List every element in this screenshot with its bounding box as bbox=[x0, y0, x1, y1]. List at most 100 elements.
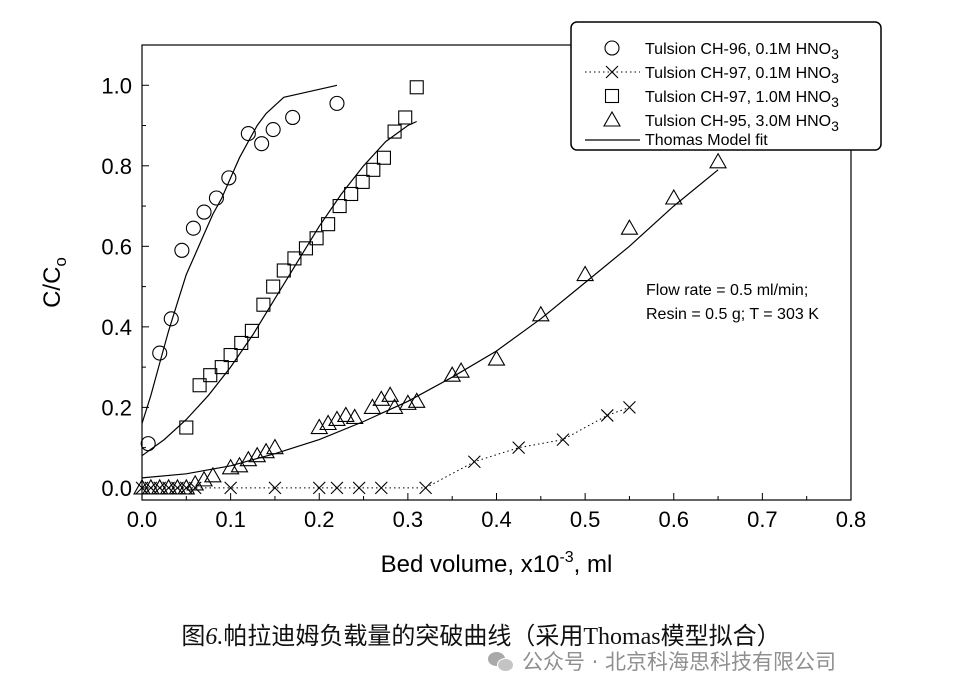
wechat-icon bbox=[488, 650, 514, 672]
data-point-square bbox=[409, 80, 424, 95]
legend-box bbox=[570, 21, 882, 151]
caption-number: 6. bbox=[205, 624, 224, 650]
data-point-triangle bbox=[487, 349, 506, 366]
data-point-triangle bbox=[620, 219, 639, 235]
y-tick-label: 0.6 bbox=[101, 234, 132, 259]
data-point-triangle bbox=[336, 406, 355, 422]
data-point-triangle bbox=[159, 478, 178, 495]
data-point-triangle bbox=[168, 478, 187, 495]
data-point-triangle bbox=[133, 478, 151, 495]
x-tick-label: 0.8 bbox=[836, 507, 867, 532]
data-point-square bbox=[266, 279, 281, 294]
data-point-circle bbox=[185, 220, 201, 236]
data-point-circle bbox=[254, 136, 270, 152]
data-point-square bbox=[366, 162, 381, 177]
data-point-triangle bbox=[239, 450, 258, 467]
y-axis-title: C/Co bbox=[39, 257, 70, 308]
data-point-square bbox=[256, 297, 271, 312]
y-tick-label: 0.2 bbox=[101, 395, 132, 420]
data-point-x bbox=[467, 455, 481, 469]
y-tick-label: 0.0 bbox=[101, 476, 132, 501]
data-point-circle bbox=[240, 126, 256, 142]
data-point-triangle bbox=[203, 466, 222, 483]
data-point-triangle bbox=[531, 305, 550, 322]
data-point-triangle bbox=[319, 414, 338, 431]
data-point-x bbox=[352, 481, 366, 495]
data-point-triangle bbox=[177, 478, 196, 495]
data-point-square bbox=[276, 263, 291, 278]
data-point-triangle bbox=[381, 386, 400, 402]
data-point-square bbox=[214, 360, 229, 375]
data-point-triangle bbox=[186, 474, 205, 491]
data-point-circle bbox=[163, 311, 179, 327]
data-point-triangle bbox=[709, 152, 728, 169]
annotation-line: Resin = 0.5 g; T = 303 K bbox=[646, 306, 819, 323]
data-point-x bbox=[224, 481, 238, 495]
legend-label: Tulsion CH-96, 0.1M HNO3 bbox=[645, 41, 839, 62]
legend-label: Tulsion CH-97, 0.1M HNO3 bbox=[645, 65, 839, 86]
data-point-triangle bbox=[443, 366, 462, 382]
data-point-triangle bbox=[576, 265, 595, 282]
data-point-triangle bbox=[257, 442, 276, 459]
x-tick-label: 0.6 bbox=[658, 507, 689, 532]
data-point-triangle bbox=[141, 478, 160, 495]
legend-marker-circle bbox=[604, 40, 620, 56]
data-point-circle bbox=[196, 204, 212, 220]
data-point-x bbox=[419, 481, 432, 495]
watermark-text: 公众号 · 北京科海思科技有限公司 bbox=[522, 650, 837, 674]
caption-text: 帕拉迪姆负载量的突破曲线（采用Thomas模型拟合） bbox=[223, 624, 781, 650]
data-point-square bbox=[179, 420, 194, 435]
annotation-line: Flow rate = 0.5 ml/min; bbox=[646, 282, 808, 299]
data-point-x bbox=[312, 481, 326, 495]
data-point-triangle bbox=[310, 418, 329, 435]
data-point-square bbox=[234, 335, 249, 351]
data-point-triangle bbox=[345, 408, 364, 425]
legend: Tulsion CH-96, 0.1M HNO3 Tulsion CH-97, 0… bbox=[570, 21, 882, 151]
data-point-circle bbox=[140, 436, 156, 452]
legend-marker-square bbox=[604, 88, 620, 104]
x-tick-label: 0.2 bbox=[304, 507, 335, 532]
data-point-square bbox=[387, 124, 402, 139]
data-point-triangle bbox=[363, 398, 382, 414]
data-point-square bbox=[192, 378, 207, 393]
data-point-x bbox=[623, 401, 636, 414]
data-point-square bbox=[355, 174, 370, 189]
data-point-square bbox=[287, 251, 302, 266]
data-point-triangle bbox=[248, 446, 267, 463]
data-point-triangle bbox=[664, 188, 683, 205]
data-point-square bbox=[321, 217, 336, 232]
data-point-square bbox=[244, 323, 259, 338]
legend-label: Tulsion CH-95, 3.0M HNO3 bbox=[645, 113, 839, 134]
caption-prefix: 图 bbox=[181, 624, 206, 650]
data-point-circle bbox=[329, 95, 345, 111]
x-tick-label: 0.5 bbox=[570, 507, 601, 532]
legend-label: Thomas Model fit bbox=[645, 132, 768, 149]
data-point-x bbox=[512, 441, 526, 455]
data-point-circle bbox=[152, 345, 168, 361]
data-point-square bbox=[376, 150, 391, 165]
data-point-x bbox=[374, 481, 388, 495]
x-tick-label: 0.4 bbox=[481, 507, 512, 532]
data-point-x bbox=[135, 481, 149, 495]
x-axis-title: Bed volume, x10-3, ml bbox=[381, 549, 613, 578]
data-point-x bbox=[144, 481, 158, 495]
y-tick-label: 0.8 bbox=[101, 154, 132, 179]
data-point-triangle bbox=[230, 456, 249, 473]
data-point-triangle bbox=[328, 410, 346, 427]
data-point-square bbox=[223, 347, 238, 363]
data-point-square bbox=[332, 199, 347, 214]
x-tick-label: 0.1 bbox=[215, 507, 246, 532]
figure-caption: 图6.帕拉迪姆负载量的突破曲线（采用Thomas模型拟合） bbox=[0, 616, 962, 651]
x-tick-label: 0.7 bbox=[747, 507, 778, 532]
x-tick-label: 0.0 bbox=[127, 507, 158, 532]
series-line-dotted bbox=[142, 406, 630, 489]
watermark: 公众号 · 北京科海思科技有限公司 bbox=[488, 645, 836, 677]
data-point-circle bbox=[285, 109, 301, 126]
data-point-triangle bbox=[265, 438, 284, 455]
data-point-x bbox=[171, 481, 184, 495]
data-point-circle bbox=[174, 242, 190, 258]
thomas-fit-curve bbox=[141, 169, 719, 479]
thomas-fit-curve bbox=[141, 120, 417, 457]
legend-marker-x bbox=[605, 65, 619, 79]
y-tick-label: 0.4 bbox=[101, 315, 132, 340]
